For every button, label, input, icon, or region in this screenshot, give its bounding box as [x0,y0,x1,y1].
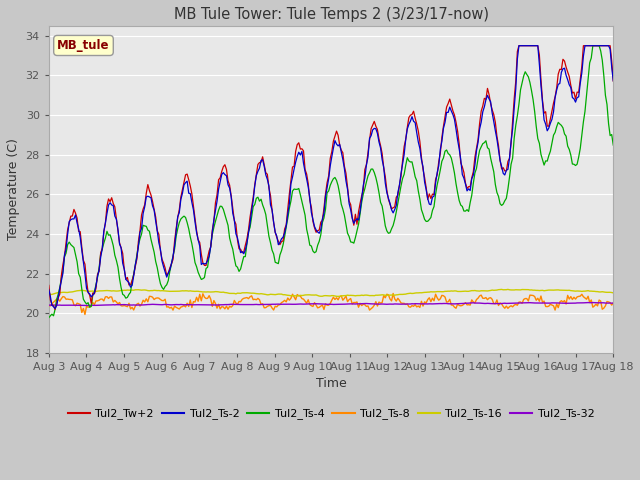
X-axis label: Time: Time [316,377,346,390]
Text: MB_tule: MB_tule [57,39,109,52]
Y-axis label: Temperature (C): Temperature (C) [7,138,20,240]
Legend: Tul2_Tw+2, Tul2_Ts-2, Tul2_Ts-4, Tul2_Ts-8, Tul2_Ts-16, Tul2_Ts-32: Tul2_Tw+2, Tul2_Ts-2, Tul2_Ts-4, Tul2_Ts… [63,404,599,424]
Title: MB Tule Tower: Tule Temps 2 (3/23/17-now): MB Tule Tower: Tule Temps 2 (3/23/17-now… [173,7,488,22]
